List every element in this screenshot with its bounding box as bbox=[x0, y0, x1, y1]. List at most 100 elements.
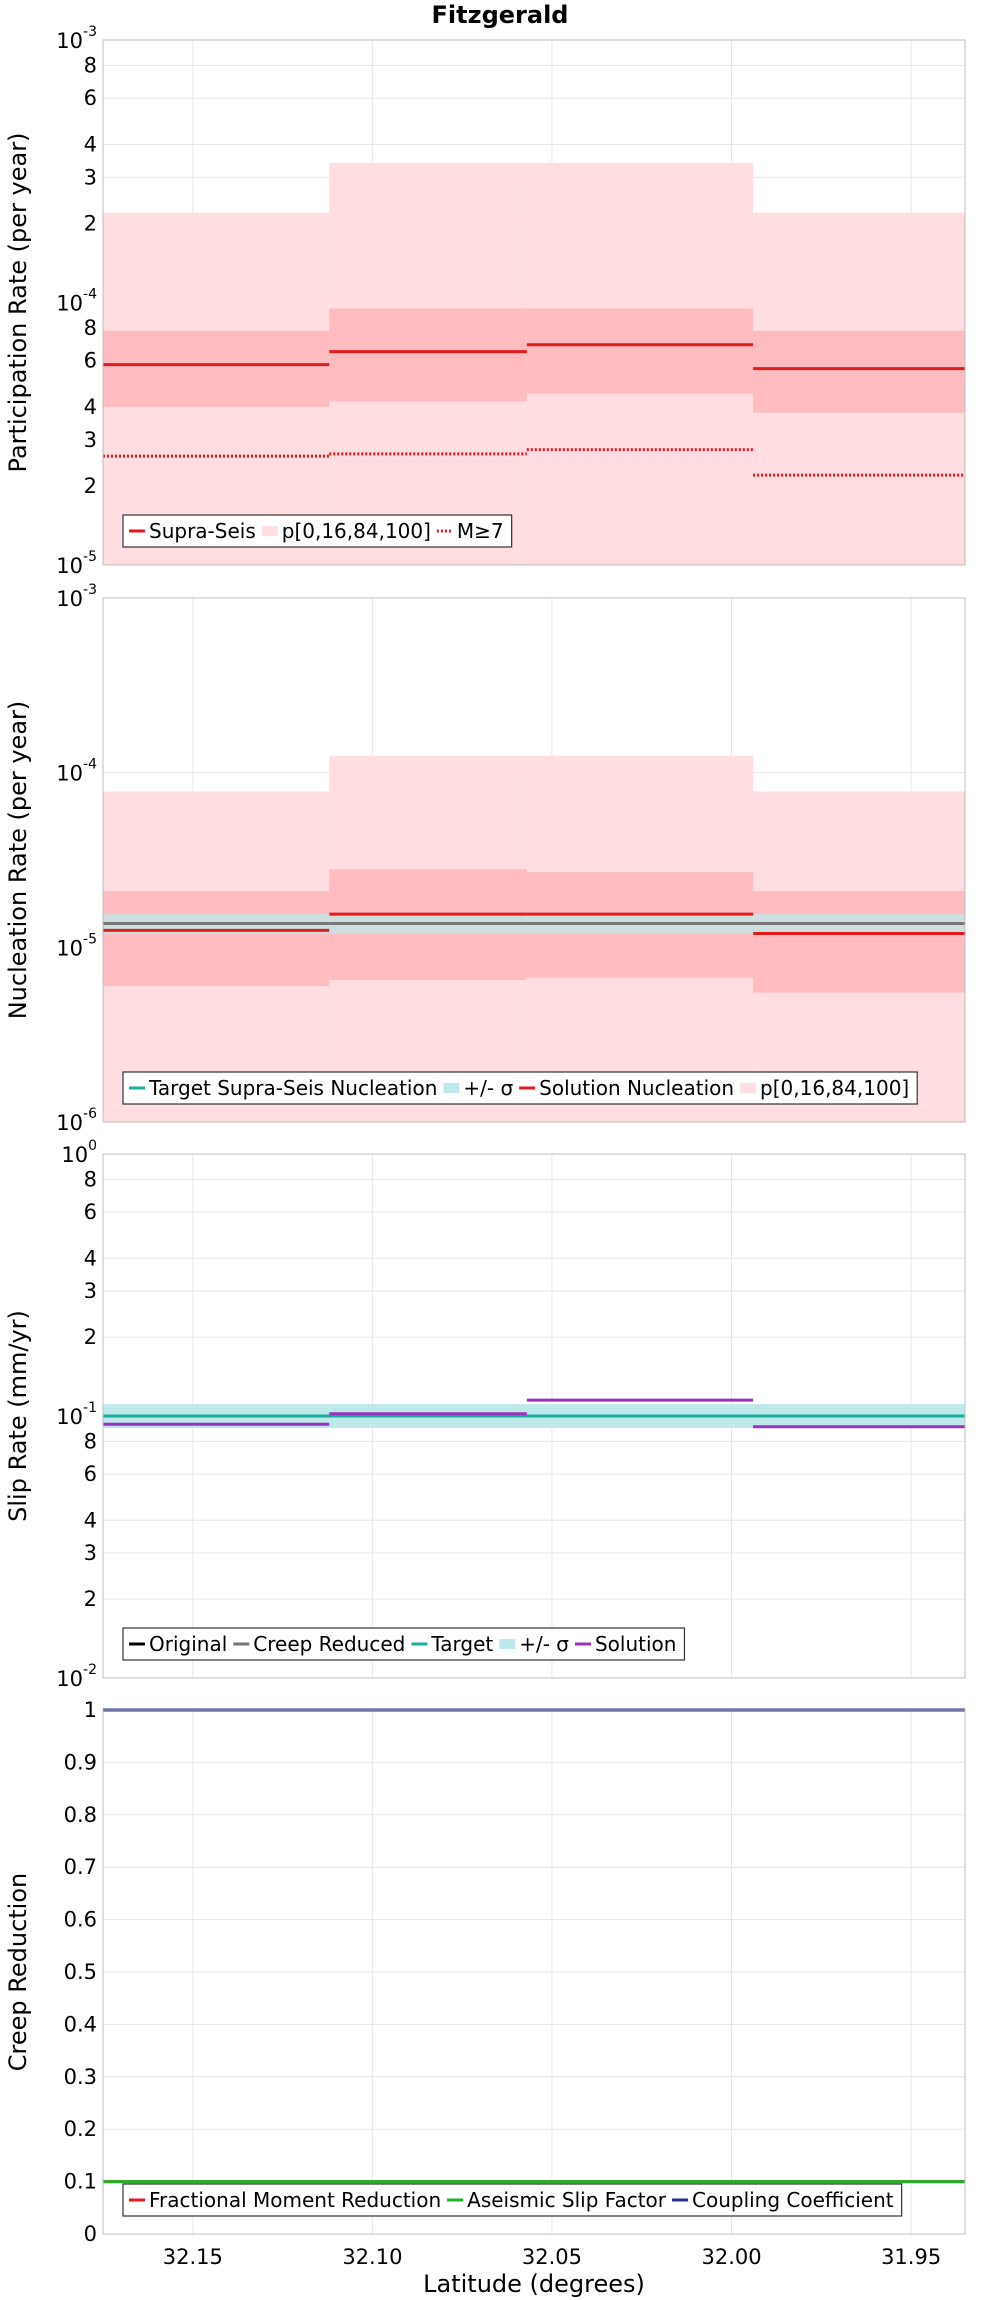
y-tick-label: 10-3 bbox=[56, 24, 97, 53]
y-tick-exponent: 0 bbox=[88, 1138, 97, 1154]
band-rect bbox=[103, 330, 330, 407]
plot-frame bbox=[102, 597, 966, 1123]
y-tick-base: 10 bbox=[56, 29, 83, 53]
y-tick-label: 2 bbox=[84, 211, 97, 235]
y-tick-label: 8 bbox=[84, 316, 97, 340]
legend-box bbox=[122, 2183, 903, 2217]
y-tick-label: 0.4 bbox=[64, 2012, 97, 2036]
y-tick-base: 10 bbox=[56, 554, 83, 578]
y-tick-label: 6 bbox=[84, 1200, 97, 1224]
legend-label: M≥7 bbox=[457, 519, 504, 543]
legend-label: Target bbox=[430, 1632, 493, 1656]
y-tick-label: 3 bbox=[84, 428, 97, 452]
y-tick-label: 10-5 bbox=[56, 931, 97, 960]
legend-label: Creep Reduced bbox=[253, 1632, 405, 1656]
x-axis-label: Latitude (degrees) bbox=[423, 2270, 645, 2298]
plot-frame bbox=[102, 1153, 966, 1679]
y-tick-label: 1 bbox=[84, 1698, 97, 1722]
y-tick-label: 0.9 bbox=[64, 1750, 97, 1774]
y-tick-label: 0.5 bbox=[64, 1960, 97, 1984]
y-tick-exponent: -3 bbox=[83, 582, 97, 598]
y-tick-label: 2 bbox=[84, 1325, 97, 1349]
legend-label: Fractional Moment Reduction bbox=[149, 2188, 441, 2212]
legend-label: Supra-Seis bbox=[149, 519, 256, 543]
y-tick-label: 6 bbox=[84, 1462, 97, 1486]
y-tick-exponent: -1 bbox=[83, 1400, 97, 1416]
y-tick-base: 10 bbox=[56, 762, 83, 786]
y-tick-label: 0.1 bbox=[64, 2170, 97, 2194]
y-tick-base: 10 bbox=[56, 1405, 83, 1429]
y-tick-base: 10 bbox=[56, 1667, 83, 1691]
y-tick-label: 8 bbox=[84, 53, 97, 77]
y-tick-label: 4 bbox=[84, 132, 97, 156]
chart-title: Fitzgerald bbox=[432, 1, 569, 29]
y-axis-label: Creep Reduction bbox=[4, 1873, 32, 2071]
y-tick-label: 3 bbox=[84, 165, 97, 189]
y-axis-label: Nucleation Rate (per year) bbox=[4, 701, 32, 1020]
y-tick-exponent: -6 bbox=[83, 1106, 97, 1122]
legend-label: Target Supra-Seis Nucleation bbox=[148, 1076, 437, 1100]
legend-label: Coupling Coefficient bbox=[692, 2188, 894, 2212]
legend-swatch bbox=[499, 1639, 516, 1649]
band-rect bbox=[753, 330, 965, 413]
y-tick-base: 10 bbox=[56, 1111, 83, 1135]
y-tick-base: 10 bbox=[56, 292, 83, 316]
plot-frame bbox=[102, 39, 966, 566]
y-tick-label: 100 bbox=[61, 1138, 97, 1167]
y-tick-label: 0 bbox=[84, 2222, 97, 2246]
legend: Fractional Moment Reduction Aseismic Slip… bbox=[122, 2183, 903, 2217]
x-tick-label: 32.00 bbox=[701, 2245, 761, 2269]
legend-label: Original bbox=[149, 1632, 227, 1656]
y-tick-label: 2 bbox=[84, 474, 97, 498]
y-tick-base: 10 bbox=[56, 936, 83, 960]
x-tick-label: 31.95 bbox=[881, 2245, 941, 2269]
y-tick-label: 0.7 bbox=[64, 1855, 97, 1879]
legend-label: p[0,16,84,100] bbox=[760, 1076, 909, 1100]
x-tick-label: 32.10 bbox=[342, 2245, 402, 2269]
y-tick-exponent: -5 bbox=[83, 549, 97, 565]
y-tick-label: 2 bbox=[84, 1587, 97, 1611]
legend-swatch bbox=[261, 526, 278, 536]
y-axis-label: Participation Rate (per year) bbox=[4, 133, 32, 473]
y-tick-label: 3 bbox=[84, 1279, 97, 1303]
y-tick-label: 0.6 bbox=[64, 1908, 97, 1932]
legend-swatch bbox=[740, 1083, 757, 1093]
y-tick-exponent: -4 bbox=[83, 757, 97, 773]
y-tick-label: 0.3 bbox=[64, 2065, 97, 2089]
y-tick-label: 10-4 bbox=[56, 757, 97, 786]
legend-label: Solution bbox=[595, 1632, 676, 1656]
plot-frame bbox=[102, 1709, 966, 2235]
legend-label: Aseismic Slip Factor bbox=[467, 2188, 667, 2212]
y-tick-label: 10-1 bbox=[56, 1400, 97, 1429]
legend: Supra-Seis p[0,16,84,100] M≥7 bbox=[122, 514, 513, 548]
legend: Target Supra-Seis Nucleation +/- σ Solutio… bbox=[122, 1071, 918, 1105]
y-axis-label: Slip Rate (mm/yr) bbox=[4, 1310, 32, 1522]
band-rect bbox=[103, 891, 330, 987]
y-tick-exponent: -3 bbox=[83, 24, 97, 40]
y-tick-label: 10-3 bbox=[56, 582, 97, 611]
legend-label: +/- σ bbox=[463, 1076, 513, 1100]
y-tick-exponent: -4 bbox=[83, 287, 97, 303]
y-tick-exponent: -5 bbox=[83, 931, 97, 947]
y-tick-base: 10 bbox=[61, 1143, 88, 1167]
x-tick-label: 32.05 bbox=[522, 2245, 582, 2269]
y-tick-label: 3 bbox=[84, 1541, 97, 1565]
y-tick-label: 6 bbox=[84, 349, 97, 373]
x-tick-label: 32.15 bbox=[163, 2245, 223, 2269]
y-tick-label: 0.8 bbox=[64, 1803, 97, 1827]
y-tick-label: 10-2 bbox=[56, 1662, 97, 1691]
y-tick-exponent: -2 bbox=[83, 1662, 97, 1678]
legend-label: p[0,16,84,100] bbox=[282, 519, 431, 543]
y-tick-label: 0.2 bbox=[64, 2117, 97, 2141]
y-tick-base: 10 bbox=[56, 587, 83, 611]
panel-creep: 0 0.1 0.2 0.3 0.4 0.5 0.6 0.7 0.8 0.9 1 Creep Reduc… bbox=[4, 1698, 966, 2298]
y-tick-label: 8 bbox=[84, 1429, 97, 1453]
legend-label: Solution Nucleation bbox=[539, 1076, 734, 1100]
band-rect bbox=[753, 891, 965, 993]
y-tick-label: 10-5 bbox=[56, 549, 97, 578]
band-rect bbox=[329, 308, 527, 402]
